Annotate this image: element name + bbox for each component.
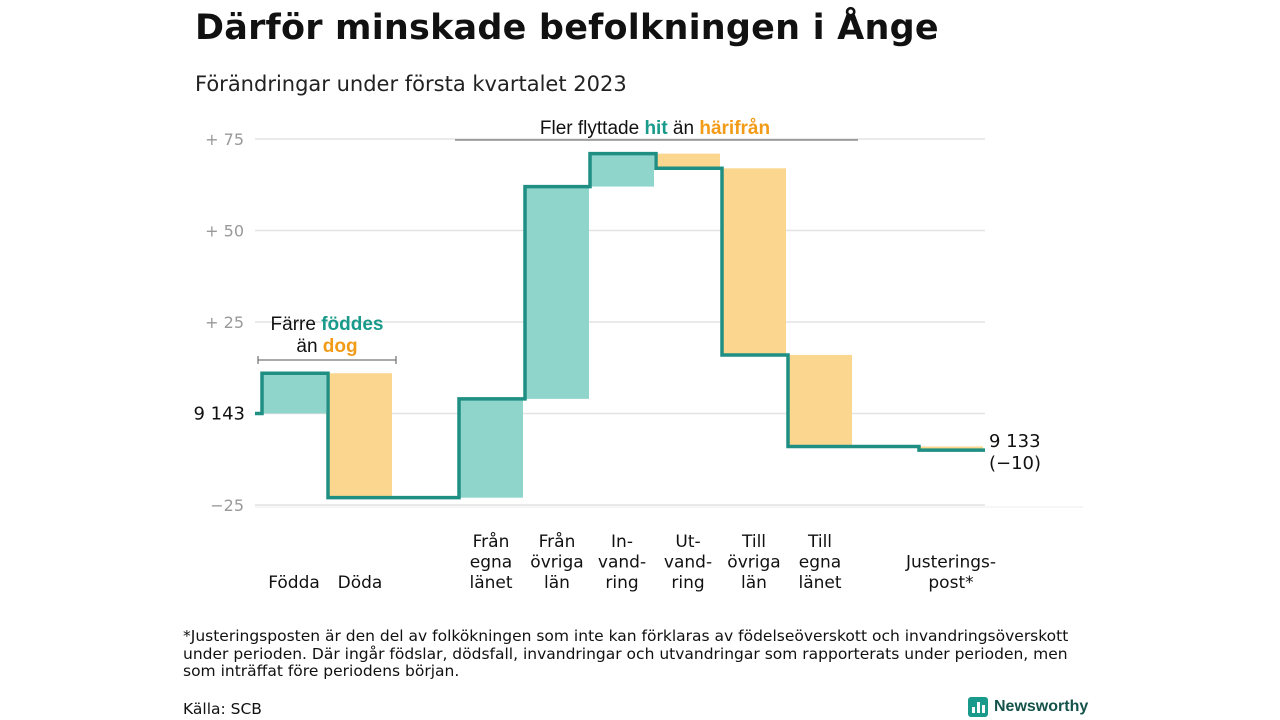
bar-chart-icon bbox=[968, 697, 988, 717]
waterfall-bar bbox=[656, 153, 720, 169]
category-label: länet bbox=[798, 573, 841, 593]
y-tick-label: −25 bbox=[210, 496, 244, 515]
waterfall-bar bbox=[919, 446, 983, 451]
end-value-label: 9 133 bbox=[989, 431, 1041, 452]
category-label: Ut- bbox=[675, 532, 700, 552]
waterfall-bar bbox=[459, 398, 523, 498]
annotation-deaths: än dog bbox=[296, 336, 357, 357]
category-label: In- bbox=[611, 532, 633, 552]
category-label: Justerings- bbox=[905, 553, 996, 573]
waterfall-bar bbox=[525, 186, 589, 399]
category-label: övriga bbox=[727, 553, 780, 573]
category-label: ring bbox=[671, 573, 704, 593]
cumulative-step-line bbox=[255, 151, 985, 500]
footnote: *Justeringsposten är den del av folkökni… bbox=[183, 627, 1069, 680]
waterfall-bar bbox=[722, 168, 786, 355]
category-label: vand- bbox=[598, 553, 646, 573]
category-label: ring bbox=[605, 573, 638, 593]
waterfall-bar bbox=[262, 373, 326, 414]
category-label: Döda bbox=[338, 573, 383, 593]
chart-title: Därför minskade befolkningen i Ånge bbox=[195, 8, 939, 48]
category-label: Födda bbox=[268, 573, 320, 593]
end-change-label: (−10) bbox=[989, 453, 1041, 474]
y-tick-label: + 75 bbox=[205, 130, 244, 149]
category-label: Till bbox=[807, 532, 832, 552]
category-label: Från bbox=[539, 531, 576, 552]
annotation-migration: Fler flyttade hit än härifrån bbox=[540, 118, 770, 139]
category-label: Från bbox=[473, 531, 510, 552]
category-label: län bbox=[741, 573, 767, 593]
category-label: länet bbox=[469, 573, 512, 593]
category-label: län bbox=[544, 573, 570, 593]
category-label: egna bbox=[799, 553, 841, 573]
waterfall-bar bbox=[328, 373, 392, 498]
brand-logo: Newsworthy bbox=[968, 697, 1088, 717]
category-label: vand- bbox=[664, 553, 712, 573]
waterfall-bar bbox=[590, 153, 654, 187]
waterfall-bar bbox=[788, 354, 852, 447]
category-label: egna bbox=[470, 553, 512, 573]
category-label: post* bbox=[928, 573, 973, 593]
brand-name: Newsworthy bbox=[994, 698, 1089, 715]
y-tick-label: + 25 bbox=[205, 313, 244, 332]
chart-subtitle: Förändringar under första kvartalet 2023 bbox=[195, 72, 627, 96]
y-tick-label: + 50 bbox=[205, 222, 244, 241]
category-label: övriga bbox=[530, 553, 583, 573]
category-label: Till bbox=[741, 532, 766, 552]
source-note: Källa: SCB bbox=[183, 700, 262, 718]
annotation-births: Färre föddes bbox=[271, 314, 384, 335]
start-value-label: 9 143 bbox=[193, 404, 245, 425]
